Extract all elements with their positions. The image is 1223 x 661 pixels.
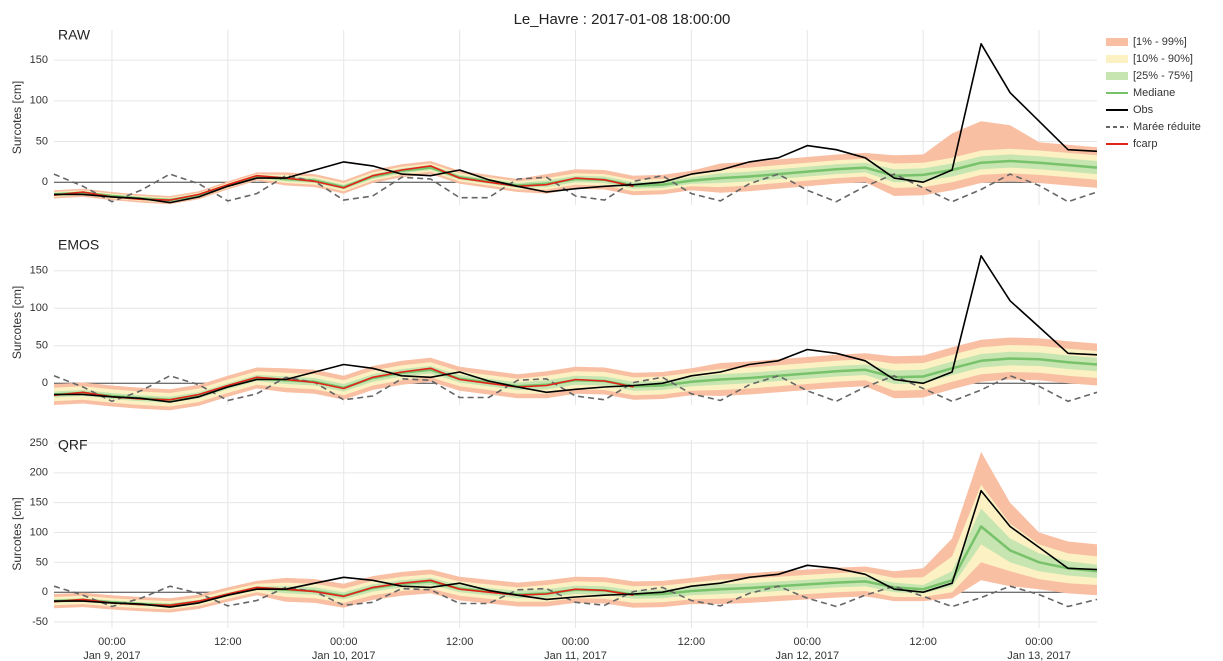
x-tick-label: 12:00 [214,636,242,648]
legend-label: [1% - 99%] [1133,36,1187,48]
y-tick-label: 50 [36,135,48,147]
y-tick-label: 100 [30,95,48,107]
y-axis-label: Surcotes [cm] [10,497,24,570]
x-tick-label: 12:00 [446,636,474,648]
y-tick-label: 200 [30,467,48,479]
band [54,351,1097,403]
band [54,345,1097,407]
y-tick-label: 150 [30,265,48,277]
y-axis-label: Surcotes [cm] [10,81,24,154]
x-tick-sublabel: Jan 9, 2017 [83,650,141,661]
y-tick-label: 0 [42,377,48,389]
x-tick-sublabel: Jan 11, 2017 [544,650,607,661]
panel-label: RAW [58,27,91,43]
x-tick-label: 12:00 [909,636,937,648]
y-tick-label: 0 [42,176,48,188]
y-tick-label: 100 [30,526,48,538]
x-tick-label: 00:00 [330,636,358,648]
x-tick-label: 00:00 [562,636,590,648]
x-tick-label: 12:00 [678,636,706,648]
x-tick-label: 00:00 [98,636,126,648]
y-tick-label: 50 [36,340,48,352]
x-tick-label: 00:00 [1025,636,1053,648]
series-line [53,173,1098,203]
series-line [54,489,1098,608]
x-tick-sublabel: Jan 13, 2017 [1007,650,1071,661]
series-line [53,585,1098,608]
panel-label: QRF [58,437,88,453]
band [54,451,1097,613]
x-tick-sublabel: Jan 12, 2017 [775,650,839,661]
panel-label: EMOS [58,237,99,253]
y-tick-label: 100 [30,302,48,314]
y-tick-label: -50 [32,616,48,628]
legend-label: Marée réduite [1133,121,1201,133]
x-tick-label: 00:00 [794,636,822,648]
y-tick-label: 50 [36,556,48,568]
x-tick-sublabel: Jan 10, 2017 [312,650,376,661]
legend-label: fcarp [1133,138,1157,150]
chart-title: Le_Havre : 2017-01-08 18:00:00 [514,11,731,28]
y-tick-label: 150 [30,497,48,509]
series-line [54,255,1098,403]
legend-label: Obs [1133,104,1154,116]
legend-label: [10% - 90%] [1133,53,1193,65]
series-line [53,375,1098,403]
series-line [54,43,1098,204]
legend-label: [25% - 75%] [1133,70,1193,82]
legend-label: Mediane [1133,87,1175,99]
y-tick-label: 250 [30,437,48,449]
y-tick-label: 0 [42,586,48,598]
y-axis-label: Surcotes [cm] [10,286,24,359]
y-tick-label: 150 [30,54,48,66]
